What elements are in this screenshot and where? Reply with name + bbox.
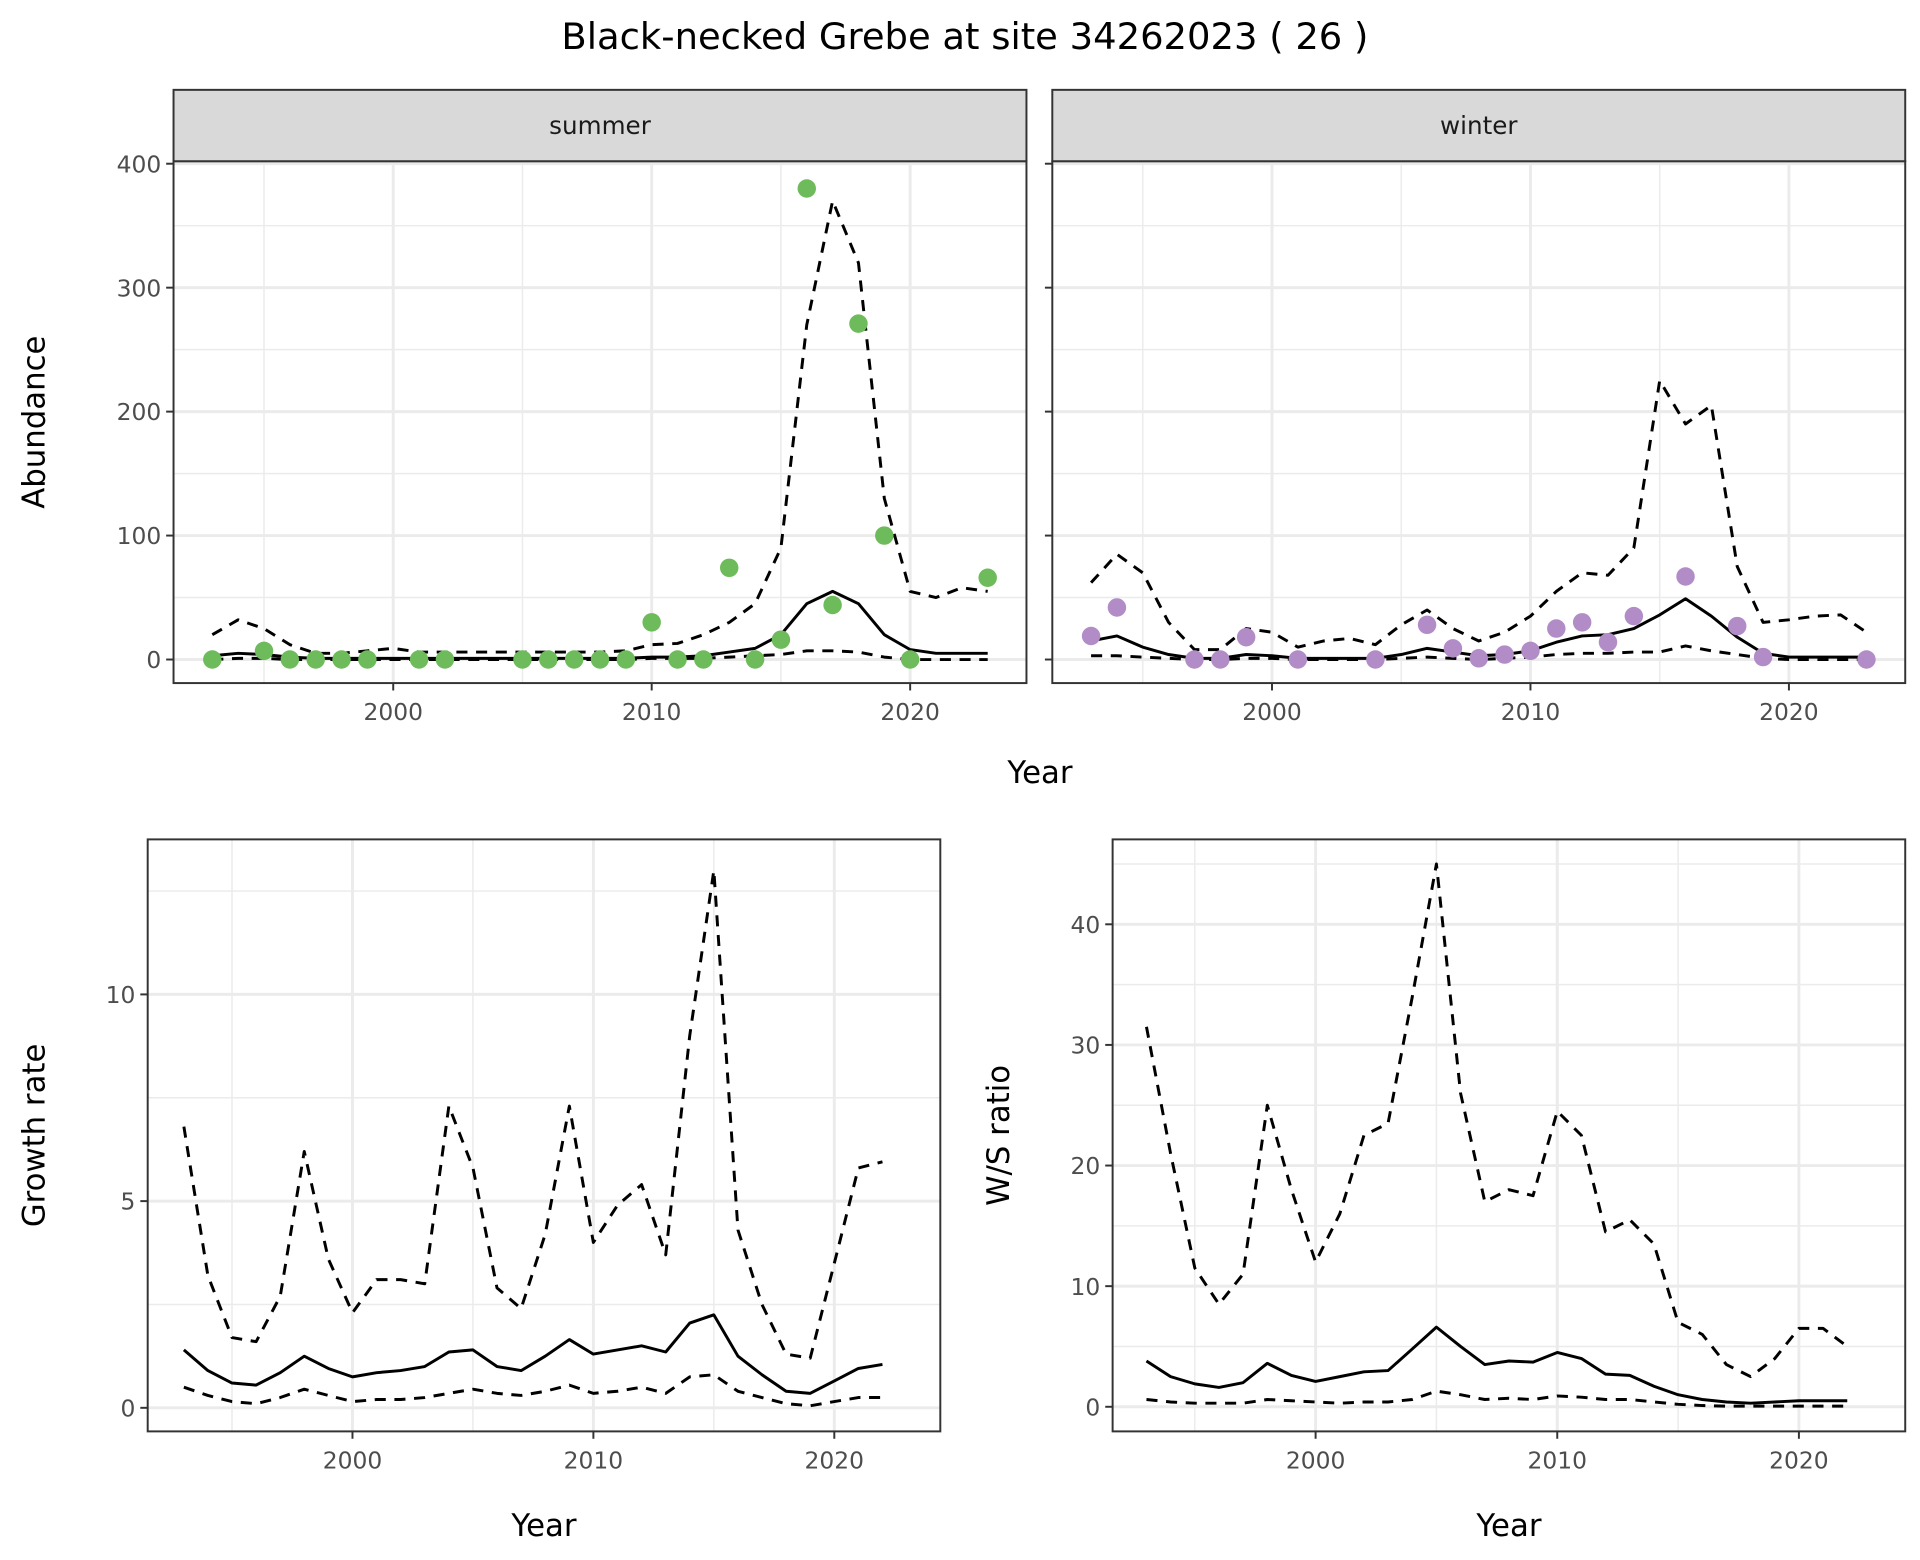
data-point [1211,650,1230,669]
x-tick-label: 2000 [363,698,423,726]
data-point [513,650,532,669]
plot-background [147,839,941,1432]
y-tick-label: 10 [106,981,136,1009]
data-point [771,630,791,649]
data-point [900,650,920,669]
x-tick-label: 2010 [564,1446,624,1474]
x-axis-title: Year [1475,1508,1541,1544]
facet-strip-label: summer [549,111,652,140]
data-point [1366,650,1385,669]
data-point [1547,619,1566,638]
x-tick-label: 2000 [323,1446,383,1474]
facet-strip [172,88,1028,163]
chart-title: Black-necked Grebe at site 34262023 ( 26… [561,15,1368,58]
plot-background [173,161,1027,684]
data-point [539,650,558,669]
panel-summer: summer 2000 2010 2020 0 100 200 300 400 Abundance [16,88,1028,726]
data-point [1417,615,1437,635]
data-point [720,558,739,578]
data-point [642,613,661,632]
panel-ws_ratio: 2000 2010 2020 0 10 20 30 40 W/S ratio Year [981,838,1907,1544]
x-tick-label: 2020 [880,698,940,726]
y-tick-label: 0 [121,1394,136,1422]
data-point [590,650,610,669]
data-point [1107,598,1127,617]
data-point [1081,626,1101,646]
data-point [435,650,455,669]
data-point [1495,645,1514,664]
x-tick-label: 2020 [805,1446,865,1474]
data-point [694,650,713,669]
data-point [1236,627,1256,647]
panel-border [1111,838,1907,1433]
x-tick-label: 2020 [1759,698,1819,726]
data-point [875,526,894,545]
data-point [1185,650,1204,669]
data-point [1443,639,1463,658]
data-point [1676,567,1695,586]
data-point [1728,616,1747,636]
data-point [1521,641,1540,661]
panel-growth: 2000 2010 2020 0 5 10 Growth rate Year [16,838,942,1544]
data-point [797,179,816,198]
data-point [564,650,584,669]
data-point [745,650,765,669]
data-point [823,595,842,615]
data-point [849,314,868,333]
y-tick-label: 5 [121,1188,136,1216]
data-point [1469,649,1488,668]
data-point [616,650,636,669]
y-tick-label: 400 [117,150,162,178]
y-tick-label: 0 [1085,1393,1100,1421]
data-point [1753,647,1773,667]
y-axis-title: Abundance [16,336,52,509]
upper-bound-line [1145,862,1849,1379]
plot-background [1112,839,1906,1432]
y-axis-title: Growth rate [16,1044,52,1228]
data-point [254,641,274,661]
x-tick-label: 2000 [1242,698,1302,726]
panel-border [146,838,942,1433]
data-point [1598,632,1618,652]
x-tick-label: 2010 [622,698,682,726]
data-point [280,650,300,669]
upper-bound-line [182,868,883,1360]
shared-x-axis-title: Year [1006,755,1072,791]
data-point [668,650,687,669]
data-point [978,568,997,587]
data-point [306,650,325,669]
upper-bound-line [1089,379,1868,652]
data-point [332,650,351,669]
facet-strip-label: winter [1440,111,1518,140]
data-point [1572,613,1592,632]
y-tick-label: 40 [1071,911,1101,939]
x-tick-label: 2010 [1501,698,1561,726]
data-point [1624,606,1644,626]
data-point [1857,650,1876,669]
x-axis-title: Year [510,1508,576,1544]
lower-bound-line [183,1373,883,1408]
facet-strip [1051,88,1907,163]
y-axis-title: W/S ratio [981,1065,1017,1206]
y-tick-label: 200 [117,398,162,426]
panel-winter: winter 2000 2010 2020 [1044,88,1907,726]
y-tick-label: 100 [117,522,162,550]
x-tick-label: 2010 [1528,1446,1588,1474]
y-tick-label: 20 [1071,1152,1101,1180]
y-tick-label: 10 [1071,1273,1101,1301]
y-tick-label: 30 [1071,1032,1101,1060]
plot-background [1052,161,1906,684]
x-tick-label: 2000 [1286,1446,1346,1474]
data-point [1288,650,1308,669]
data-point [358,650,377,669]
mean-line [1145,1325,1848,1405]
data-point [409,650,429,669]
y-tick-label: 300 [117,274,162,302]
x-tick-label: 2020 [1769,1446,1829,1474]
data-point [203,650,222,669]
y-tick-label: 0 [146,646,161,674]
mean-line [182,1313,883,1395]
